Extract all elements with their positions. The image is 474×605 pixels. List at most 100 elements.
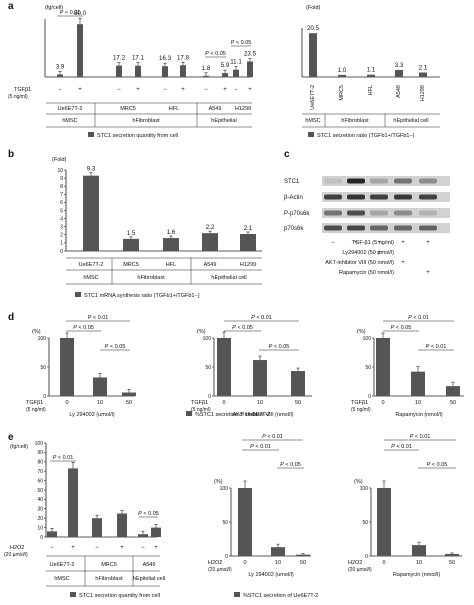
category-label: 10 <box>415 400 421 406</box>
data-label: 1.6 <box>167 229 176 236</box>
legend-swatch <box>75 292 81 297</box>
bar <box>47 531 57 537</box>
category-label: 0 <box>243 560 246 566</box>
data-label: 1.5 <box>127 230 136 237</box>
plus-mark: + <box>248 87 252 93</box>
y-tick-label: 50 <box>40 365 46 371</box>
group-label: hFibroblast <box>132 118 160 124</box>
category-label: 0 <box>222 400 225 406</box>
category-label: Ue6E7T-2 <box>50 562 75 568</box>
bar <box>271 547 285 556</box>
panel-letter: b <box>8 149 14 160</box>
minus-mark: − <box>58 87 62 93</box>
y-tick-label: 100 <box>203 336 212 342</box>
x-axis-title: Rapamycin (nmol/l) <box>393 572 441 578</box>
p-value-label: P < 0.01 <box>408 315 429 321</box>
plus-mark: + <box>154 545 158 551</box>
treatment-label: H2O2 <box>10 545 24 551</box>
legend-label: %STC1 secretion of Ue6E7T-2 <box>243 593 318 599</box>
treatment-unit: (20 µmol/l) <box>4 552 28 558</box>
blot-band <box>394 225 412 231</box>
category-label: 50 <box>295 400 301 406</box>
p-value-label: P < 0.05 <box>205 51 226 57</box>
y-tick-label: 1 <box>60 241 63 247</box>
y-unit-label: (%) <box>32 329 41 335</box>
data-label: 1.1 <box>367 67 376 74</box>
panel-letter: d <box>8 312 14 323</box>
p-value-label: P < 0.05 <box>138 511 159 517</box>
y-tick-label: 50 <box>362 520 368 526</box>
bar <box>122 392 136 396</box>
group-label: hMSC <box>305 118 320 124</box>
panel-letter: a <box>8 1 14 12</box>
category-label: 0 <box>382 560 385 566</box>
treatment-unit: (20 µmol/l) <box>348 567 372 573</box>
legend-label: STC1 secretion quantity from cell <box>97 133 178 139</box>
category-label: HFL <box>368 85 374 95</box>
bar <box>93 377 107 396</box>
category-label: HFL <box>166 262 176 268</box>
plus-mark: + <box>426 270 430 276</box>
y-tick-label: 0 <box>225 554 228 560</box>
blot-band <box>324 225 342 231</box>
category-label: 10 <box>97 400 103 406</box>
bar <box>138 534 148 537</box>
y-tick-label: 6 <box>60 200 63 206</box>
data-label: 17.2 <box>113 55 126 62</box>
data-label: 3.3 <box>395 62 404 69</box>
data-label: 1.0 <box>338 67 347 74</box>
p-value-label: P < 0.05 <box>269 344 290 350</box>
p-value-label: P < 0.01 <box>262 434 283 440</box>
bar <box>419 72 427 77</box>
legend-swatch <box>88 132 94 137</box>
category-label: H1299 <box>240 262 256 268</box>
blot-row-label: β-Actin <box>284 195 303 201</box>
bar <box>253 360 267 396</box>
bar <box>338 74 346 77</box>
y-tick-label: 5 <box>60 208 63 214</box>
y-tick-label: 70 <box>37 469 43 475</box>
y-tick-label: 100 <box>360 486 369 492</box>
plus-mark: + <box>136 87 140 93</box>
p-value-label: P < 0.05 <box>391 325 412 331</box>
blot-band <box>419 210 437 216</box>
bar <box>180 65 186 77</box>
blot-band <box>419 194 437 200</box>
legend-label: STC1 secretion ratio (TGFb1+/TGFb1−) <box>317 133 415 139</box>
bar <box>83 175 99 251</box>
legend-label: %STC1 secretion of Ue6E7T-2 <box>195 412 270 418</box>
category-label: A549 <box>204 262 217 268</box>
treatment-unit: (5 ng/ml) <box>26 407 46 413</box>
bar <box>377 488 391 556</box>
y-tick-label: 100 <box>363 336 372 342</box>
y-tick-label: 0 <box>365 554 368 560</box>
category-label: H1299 <box>420 85 426 101</box>
y-tick-label: 60 <box>37 478 43 484</box>
group-label: hMSC <box>54 576 69 582</box>
y-unit-label: (%) <box>357 329 366 335</box>
y-tick-label: 0 <box>40 535 43 541</box>
y-tick-label: 80 <box>37 460 43 466</box>
y-tick-label: 0 <box>60 249 63 255</box>
category-label: A549 <box>209 106 222 112</box>
data-label: 1.8 <box>202 65 211 72</box>
treatment-label: TGFβ1 <box>191 400 208 406</box>
blot-band <box>370 210 388 216</box>
group-label: hMSC <box>62 118 77 124</box>
category-label: MRC5 <box>339 85 345 101</box>
category-label: 50 <box>300 560 306 566</box>
y-unit-label: (%) <box>214 479 223 485</box>
blot-band <box>394 178 412 184</box>
blot-band <box>394 194 412 200</box>
data-label: 3.9 <box>56 63 65 70</box>
treatment-unit: (5 ng/ml) <box>8 94 28 100</box>
treatment-label: TGFβ1 <box>351 400 368 406</box>
category-label: 0 <box>65 400 68 406</box>
p-value-label: P < 0.01 <box>250 444 271 450</box>
category-label: A549 <box>143 562 156 568</box>
blot-band <box>347 225 365 231</box>
blot-band <box>324 194 342 200</box>
blot-band <box>419 225 437 231</box>
category-label: Ue6E7T-2 <box>310 85 316 110</box>
bar <box>240 233 256 251</box>
